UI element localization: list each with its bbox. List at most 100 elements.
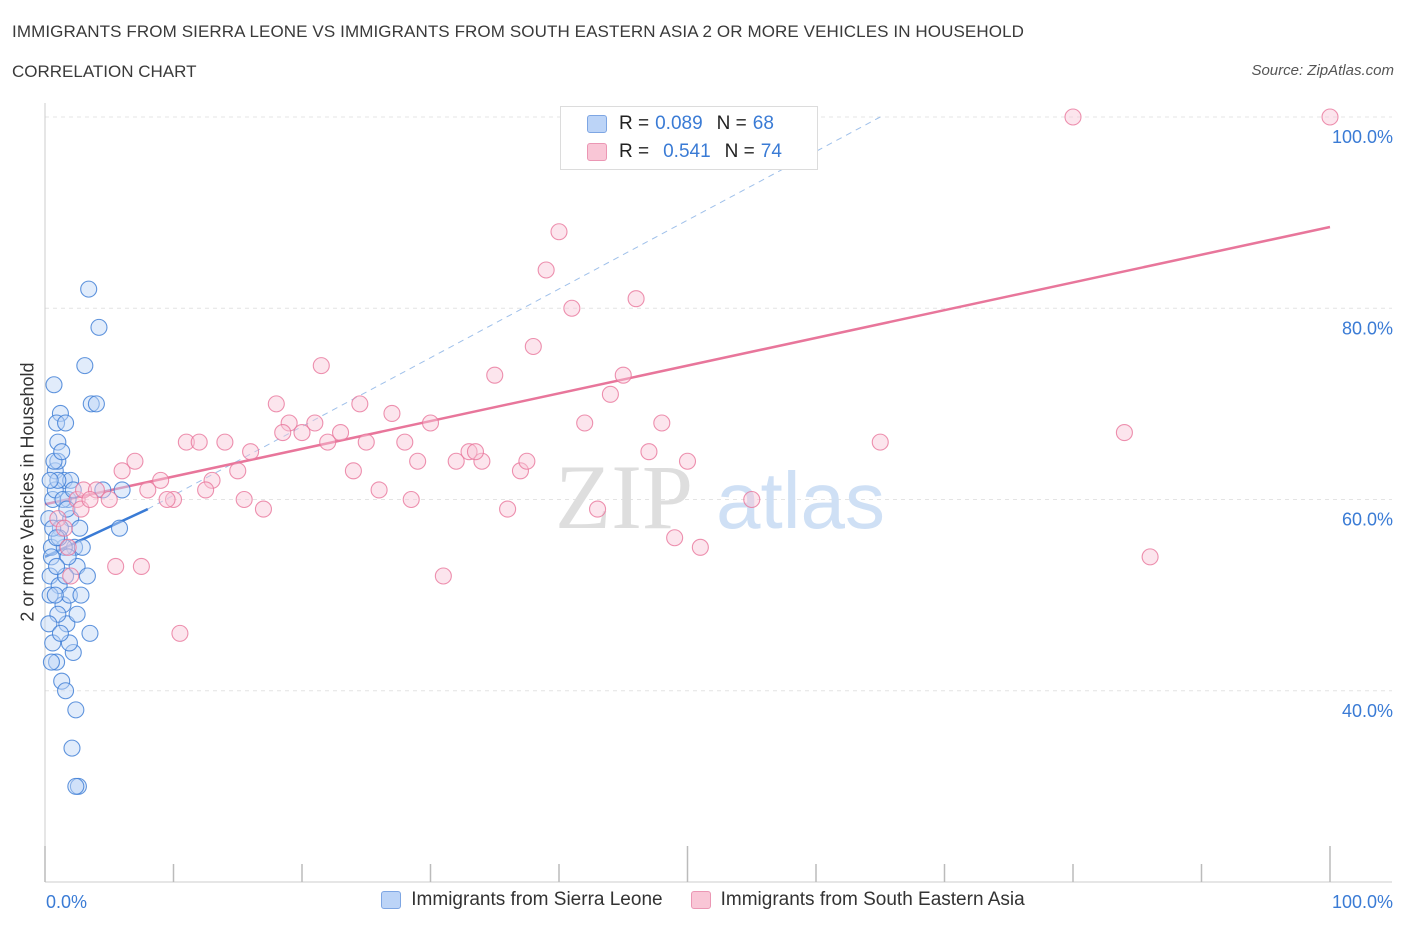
point-south-eastern-asia — [68, 490, 86, 509]
point-south-eastern-asia — [49, 510, 67, 528]
legend-n-label: N = — [716, 113, 747, 134]
point-sierra-leone — [42, 653, 60, 671]
point-south-eastern-asia — [59, 538, 77, 556]
point-south-eastern-asia — [678, 452, 697, 470]
point-south-eastern-asia — [75, 481, 93, 499]
series-legend-south-eastern-asia: Immigrants from South Eastern Asia — [690, 889, 1025, 911]
point-south-eastern-asia — [62, 567, 80, 585]
point-sierra-leone — [76, 357, 94, 375]
point-sierra-leone — [82, 395, 100, 413]
point-sierra-leone — [110, 519, 129, 537]
point-south-eastern-asia — [614, 366, 632, 384]
series-swatch-blue — [381, 891, 402, 909]
point-south-eastern-asia — [158, 490, 176, 509]
point-sierra-leone — [44, 490, 62, 509]
point-south-eastern-asia — [1141, 548, 1159, 566]
series-legend: Immigrants from Sierra Leone Immigrants … — [0, 889, 1406, 911]
point-sierra-leone — [51, 624, 69, 642]
tick-labels: 40.0% 60.0% 80.0% 100.0% 0.0% 100.0% — [46, 127, 1393, 912]
point-sierra-leone — [80, 280, 98, 298]
trend-line-sierra-leone — [44, 507, 149, 559]
trend-lines — [44, 116, 1331, 559]
point-south-eastern-asia — [312, 357, 330, 375]
point-south-eastern-asia — [177, 433, 195, 451]
point-sierra-leone — [44, 519, 62, 537]
y-tick-label: 80.0% — [1342, 318, 1393, 338]
chart-subtitle: CORRELATION CHART — [12, 62, 197, 81]
point-sierra-leone — [48, 557, 66, 575]
point-sierra-leone — [40, 510, 58, 528]
point-sierra-leone — [57, 414, 75, 432]
point-south-eastern-asia — [274, 424, 292, 442]
point-south-eastern-asia — [486, 366, 504, 384]
point-sierra-leone — [67, 701, 85, 719]
point-south-eastern-asia — [1321, 108, 1339, 126]
legend-n-label: N = — [724, 141, 755, 162]
point-sierra-leone — [40, 615, 58, 633]
watermark: ZIP atlas — [555, 446, 885, 548]
point-sierra-leone — [51, 404, 69, 422]
point-south-eastern-asia — [1064, 108, 1082, 126]
point-south-eastern-asia — [164, 490, 183, 509]
point-sierra-leone — [46, 586, 64, 604]
point-south-eastern-asia — [344, 462, 362, 480]
point-south-eastern-asia — [107, 557, 125, 575]
series-name-south-eastern-asia: Immigrants from South Eastern Asia — [720, 889, 1025, 910]
series-name-sierra-leone: Immigrants from Sierra Leone — [411, 889, 663, 910]
point-south-eastern-asia — [524, 337, 542, 356]
legend-swatch-blue — [587, 115, 607, 133]
point-south-eastern-asia — [460, 443, 478, 461]
point-south-eastern-asia — [235, 490, 253, 509]
point-south-eastern-asia — [563, 299, 581, 317]
point-sierra-leone — [64, 481, 82, 499]
point-south-eastern-asia — [331, 424, 350, 442]
point-south-eastern-asia — [197, 481, 215, 499]
point-sierra-leone — [113, 481, 131, 499]
point-south-eastern-asia — [511, 462, 530, 480]
point-south-eastern-asia — [396, 433, 414, 451]
point-south-eastern-asia — [126, 452, 144, 470]
point-south-eastern-asia — [190, 433, 208, 451]
point-south-eastern-asia — [113, 462, 131, 480]
legend-row-sierra-leone: R = 0.089 N = 68 — [587, 112, 774, 136]
point-south-eastern-asia — [627, 290, 645, 308]
point-south-eastern-asia — [518, 452, 536, 470]
point-sierra-leone — [62, 471, 80, 489]
point-south-eastern-asia — [254, 500, 273, 518]
grid-lines — [45, 116, 1392, 692]
point-south-eastern-asia — [357, 433, 375, 451]
point-south-eastern-asia — [87, 481, 105, 499]
point-sierra-leone — [42, 548, 60, 566]
point-south-eastern-asia — [550, 223, 568, 241]
point-south-eastern-asia — [132, 557, 150, 575]
y-tick-label: 40.0% — [1342, 701, 1393, 721]
point-sierra-leone — [59, 548, 77, 566]
point-south-eastern-asia — [473, 452, 491, 470]
point-south-eastern-asia — [203, 471, 221, 489]
point-sierra-leone — [49, 452, 67, 470]
point-south-eastern-asia — [229, 462, 247, 480]
legend-r-value: 0.541 — [663, 141, 711, 162]
point-sierra-leone — [49, 433, 67, 451]
point-south-eastern-asia — [409, 452, 427, 470]
point-south-eastern-asia — [216, 433, 234, 451]
point-sierra-leone — [67, 777, 85, 795]
point-south-eastern-asia — [100, 490, 118, 509]
point-sierra-leone — [81, 624, 99, 642]
series-legend-sierra-leone: Immigrants from Sierra Leone — [381, 889, 663, 911]
point-sierra-leone — [45, 376, 63, 394]
point-sierra-leone — [48, 653, 66, 671]
point-sierra-leone — [68, 605, 86, 623]
point-sierra-leone — [63, 739, 81, 757]
point-south-eastern-asia — [370, 481, 388, 499]
point-south-eastern-asia — [280, 414, 298, 432]
series-swatch-pink — [690, 891, 711, 909]
axes — [44, 103, 1392, 883]
point-sierra-leone — [53, 443, 71, 461]
point-south-eastern-asia — [447, 452, 465, 470]
point-south-eastern-asia — [466, 443, 485, 461]
legend-r-label: R = — [619, 113, 650, 134]
point-sierra-leone — [78, 567, 96, 585]
point-sierra-leone — [71, 519, 89, 537]
point-south-eastern-asia — [306, 414, 324, 432]
